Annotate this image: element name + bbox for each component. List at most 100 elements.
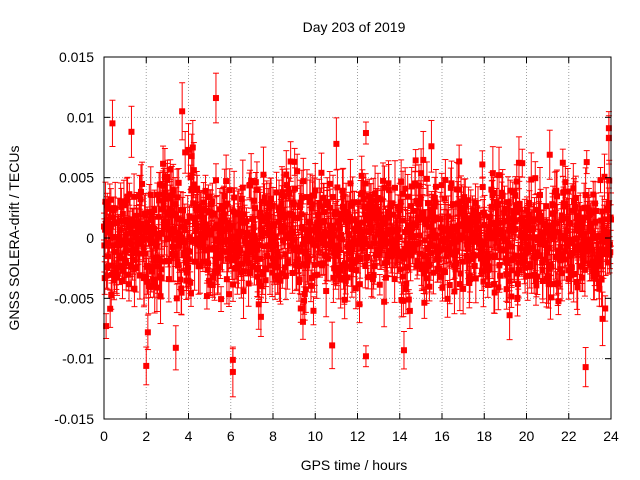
data-point — [206, 277, 213, 284]
data-point — [471, 263, 478, 270]
data-point — [161, 258, 168, 265]
data-point — [533, 282, 540, 289]
data-point — [188, 153, 195, 160]
data-point — [539, 277, 546, 284]
data-point — [273, 189, 280, 196]
data-point — [247, 181, 254, 188]
data-point — [208, 231, 215, 238]
data-point — [438, 182, 445, 189]
data-point — [530, 225, 537, 232]
data-point — [232, 235, 239, 242]
data-point — [212, 177, 219, 184]
data-point — [189, 185, 196, 192]
data-point — [463, 218, 470, 225]
data-point — [367, 243, 374, 250]
data-point — [199, 224, 206, 231]
data-point — [352, 285, 359, 292]
data-point — [444, 295, 451, 302]
data-point — [429, 213, 436, 220]
data-point — [502, 236, 509, 243]
data-point — [499, 219, 506, 226]
data-point — [511, 252, 518, 259]
data-point — [403, 280, 410, 287]
data-point — [380, 177, 387, 184]
data-point — [215, 264, 222, 271]
data-point — [282, 272, 289, 279]
data-point — [436, 265, 443, 272]
data-point — [467, 276, 474, 283]
data-point — [442, 176, 449, 183]
data-point — [360, 195, 367, 202]
data-point — [286, 230, 293, 237]
data-point — [131, 193, 138, 200]
data-point — [318, 231, 325, 238]
data-point — [139, 180, 146, 187]
data-point — [273, 241, 280, 248]
data-point — [421, 237, 428, 244]
data-point — [160, 160, 167, 167]
data-point — [378, 215, 385, 222]
data-point — [303, 249, 310, 256]
data-point — [252, 205, 259, 212]
data-point — [490, 281, 497, 288]
data-point — [226, 187, 233, 194]
data-point — [277, 277, 284, 284]
data-point — [116, 226, 123, 233]
data-point — [161, 224, 168, 231]
data-point — [390, 249, 397, 256]
data-point — [457, 236, 464, 243]
data-point — [256, 255, 263, 262]
data-point — [206, 245, 213, 252]
data-point — [515, 159, 522, 166]
data-point — [420, 156, 427, 163]
data-point — [298, 194, 305, 201]
data-point — [513, 202, 520, 209]
data-point — [247, 269, 254, 276]
data-point — [336, 225, 343, 232]
data-point — [461, 194, 468, 201]
data-point — [545, 280, 552, 287]
data-point — [442, 269, 449, 276]
data-point — [509, 227, 516, 234]
data-point — [133, 212, 140, 219]
data-point — [227, 225, 234, 232]
data-point — [128, 262, 135, 269]
data-point — [402, 185, 409, 192]
data-point — [285, 258, 292, 265]
data-point — [345, 218, 352, 225]
data-point — [261, 215, 268, 222]
data-point — [329, 242, 336, 249]
data-point — [419, 261, 426, 268]
data-point — [465, 197, 472, 204]
data-point — [190, 167, 197, 174]
data-point — [330, 274, 337, 281]
data-point — [240, 211, 247, 218]
data-point — [143, 229, 150, 236]
data-point — [172, 252, 179, 259]
data-point — [322, 241, 329, 248]
data-point — [430, 269, 437, 276]
data-point — [277, 213, 284, 220]
data-point — [356, 222, 363, 229]
data-point — [366, 193, 373, 200]
data-point — [423, 275, 430, 282]
data-point — [320, 260, 327, 267]
data-point — [302, 286, 309, 293]
data-point — [359, 244, 366, 251]
data-point — [357, 255, 364, 262]
data-point — [150, 276, 157, 283]
data-point — [490, 190, 497, 197]
data-point — [274, 248, 281, 255]
data-point — [276, 205, 283, 212]
data-point — [187, 279, 194, 286]
data-point — [369, 209, 376, 216]
data-point — [156, 197, 163, 204]
data-point — [140, 225, 147, 232]
data-point — [534, 249, 541, 256]
data-point — [300, 261, 307, 268]
data-point — [166, 257, 173, 264]
data-point — [544, 273, 551, 280]
data-point — [136, 272, 143, 279]
data-point — [491, 289, 498, 296]
data-point — [203, 207, 210, 214]
